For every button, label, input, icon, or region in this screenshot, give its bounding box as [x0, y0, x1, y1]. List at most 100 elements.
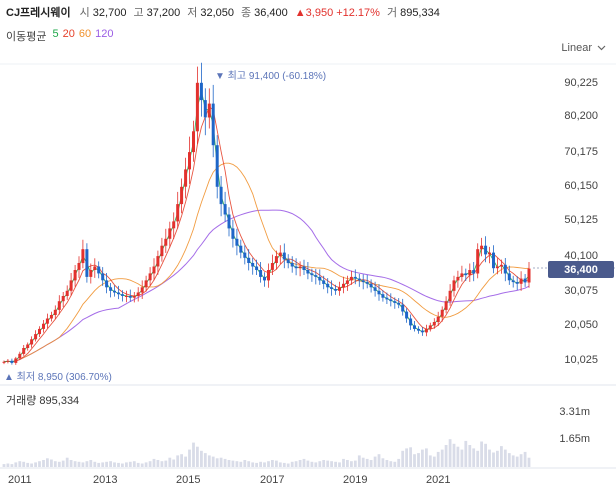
candle-body: [215, 145, 219, 187]
volume-bar: [385, 460, 389, 467]
volume-bar: [53, 461, 57, 467]
volume-bar: [500, 446, 503, 467]
low-label: 저: [187, 7, 198, 19]
volume-value: 895,334: [400, 7, 440, 19]
volume-bar: [496, 450, 499, 467]
scale-selector[interactable]: Linear: [561, 42, 606, 54]
volume-bar: [121, 463, 124, 467]
ma5-line: [3, 91, 530, 363]
volume-bar: [255, 462, 258, 467]
candle-body: [282, 252, 286, 260]
x-tick: 2019: [343, 474, 368, 486]
volume-bar: [278, 462, 282, 467]
volume-bar: [511, 455, 515, 467]
candle-body: [152, 266, 156, 274]
volume-bar: [452, 443, 456, 467]
volume-bar: [26, 462, 30, 467]
volume-bar: [503, 449, 507, 467]
volume-bar: [42, 460, 45, 467]
volume-bar: [322, 460, 326, 467]
ma-20[interactable]: 20: [62, 28, 75, 40]
candle-body: [77, 263, 81, 270]
ma-60[interactable]: 60: [78, 28, 92, 40]
candle-body: [207, 103, 211, 118]
candle-body: [326, 283, 330, 288]
candle-body: [97, 266, 101, 274]
candle-body: [310, 273, 314, 276]
candle-body: [448, 290, 452, 302]
candle-body: [2, 361, 6, 363]
candle-body: [192, 131, 195, 153]
candle-body: [255, 266, 259, 270]
volume-bar: [125, 462, 128, 467]
volume-bar: [507, 453, 511, 467]
volume-bar: [456, 446, 460, 467]
volume-bar: [290, 461, 294, 467]
volume-bar: [132, 461, 136, 467]
candle-body: [393, 301, 397, 303]
ma-5[interactable]: 5: [52, 28, 59, 40]
change-value: ▲3,950: [294, 7, 334, 19]
volume-bar: [484, 443, 487, 467]
candle-body: [306, 270, 310, 274]
volume-bar: [421, 449, 424, 467]
x-tick: 2011: [8, 474, 32, 486]
candle-body: [184, 169, 188, 187]
candle-body: [247, 257, 251, 263]
volume-bar: [381, 458, 385, 467]
candle-body: [432, 322, 436, 326]
candle-body: [417, 328, 420, 331]
volume-bar: [432, 456, 436, 467]
candle-body: [38, 328, 41, 335]
y-tick: 60,150: [564, 180, 598, 192]
candle-body: [73, 270, 77, 281]
volume-bar: [448, 439, 452, 467]
volume-bar: [69, 460, 73, 467]
high-label: 고: [133, 7, 144, 19]
volume-bar: [361, 457, 365, 467]
y-tick: 10,025: [564, 354, 598, 366]
volume-bar: [93, 461, 97, 467]
ma20-line: [3, 106, 530, 363]
volume-bar: [109, 461, 112, 467]
volume-bar: [282, 462, 286, 467]
candle-body: [180, 186, 184, 205]
volume-bar: [168, 457, 172, 467]
candle-body: [274, 256, 278, 263]
volume-bar: [393, 461, 397, 467]
volume-tick: 1.65m: [559, 433, 590, 445]
volume-bar: [2, 464, 6, 467]
candle-body: [188, 152, 191, 170]
candle-body: [436, 316, 440, 322]
ma-120[interactable]: 120: [95, 28, 114, 40]
volume-bar: [200, 450, 203, 467]
candle-body: [472, 270, 476, 274]
volume-bar: [113, 462, 116, 467]
volume-bar: [46, 458, 49, 467]
candle-body: [168, 228, 172, 239]
candle-body: [263, 276, 266, 281]
volume-bar: [136, 462, 140, 467]
high-value: 37,200: [146, 7, 181, 19]
candle-body: [527, 268, 531, 283]
candle-body: [381, 294, 385, 298]
candle-body: [290, 263, 294, 267]
volume-bar: [176, 455, 180, 467]
candle-body: [65, 290, 69, 296]
candle-body: [349, 276, 353, 281]
volume-bar: [73, 461, 77, 467]
candlesticks: [2, 62, 531, 365]
volume-bar: [468, 445, 472, 467]
low-value: 32,050: [200, 7, 235, 19]
candle-body: [499, 264, 503, 267]
volume-bar: [464, 440, 468, 467]
candle-body: [413, 325, 416, 329]
volume-bar: [180, 454, 183, 467]
candle-body: [357, 278, 361, 281]
candle-body: [124, 296, 128, 297]
volume-bar: [476, 450, 480, 467]
candle-body: [369, 283, 373, 288]
x-tick: 2017: [260, 474, 285, 486]
